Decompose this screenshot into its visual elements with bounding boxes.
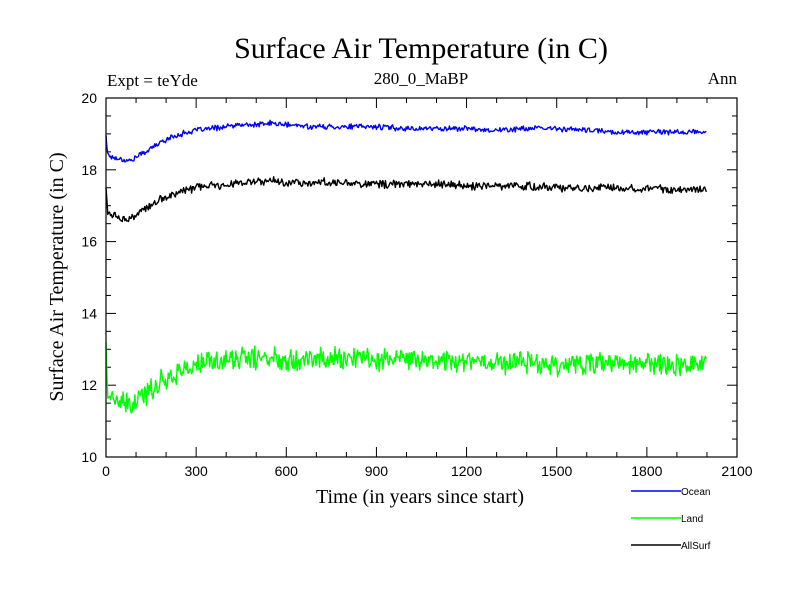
series-line-allsurf <box>105 176 708 223</box>
x-tick-label: 600 <box>275 463 299 479</box>
y-tick-label: 12 <box>81 377 97 393</box>
axis-ticks: 0 300 600 900 1200 1500 1800 2100 10 12 14 16 18 20 <box>81 90 752 479</box>
x-tick-label: 2100 <box>721 463 752 479</box>
experiment-label: Expt = teYde <box>107 71 198 90</box>
legend: Ocean Land AllSurf <box>631 487 711 552</box>
y-axis-title: Surface Air Temperature (in C) <box>46 152 68 401</box>
y-tick-label: 10 <box>81 449 97 465</box>
series-line-land <box>105 342 708 414</box>
season-label: Ann <box>708 69 738 88</box>
series-line-ocean <box>105 119 707 163</box>
x-tick-label: 900 <box>365 463 389 479</box>
series-layer <box>105 119 708 414</box>
x-tick-label: 1500 <box>541 463 572 479</box>
x-tick-label: 1800 <box>631 463 662 479</box>
x-tick-label: 0 <box>102 463 110 479</box>
legend-label-ocean: Ocean <box>681 487 710 498</box>
y-tick-label: 20 <box>81 90 97 106</box>
legend-label-land: Land <box>681 514 703 525</box>
x-tick-label: 300 <box>184 463 208 479</box>
x-tick-label: 1200 <box>451 463 482 479</box>
y-tick-label: 16 <box>81 234 97 250</box>
legend-label-allsurf: AllSurf <box>681 541 711 552</box>
y-tick-label: 18 <box>81 162 97 178</box>
subtitle-label: 280_0_MaBP <box>374 69 468 88</box>
y-tick-label: 14 <box>81 305 97 321</box>
plot-frame <box>105 97 738 458</box>
chart-title: Surface Air Temperature (in C) <box>234 32 608 65</box>
x-axis-title: Time (in years since start) <box>316 486 524 508</box>
